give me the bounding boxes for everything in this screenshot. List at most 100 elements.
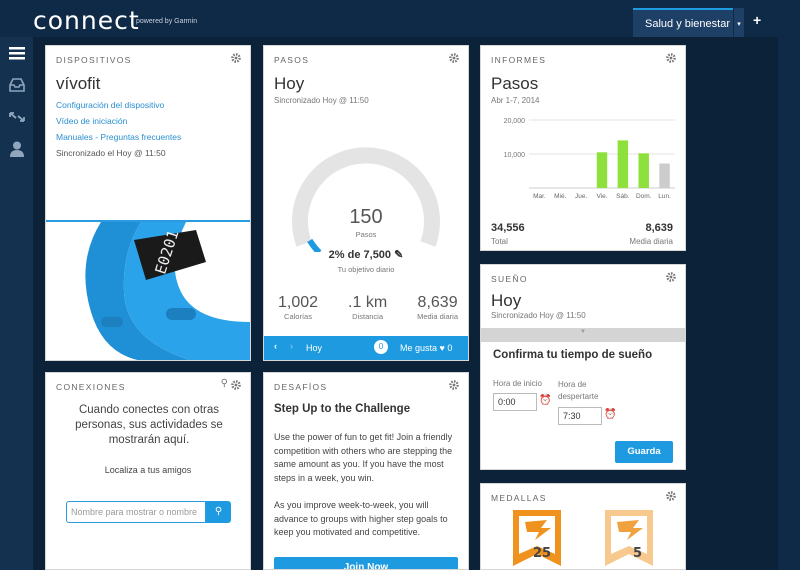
gear-icon[interactable] xyxy=(665,52,677,64)
alarm-clock-icon[interactable]: ⏰ xyxy=(539,395,552,406)
challenge-paragraph-2: As you improve week-to-week, you will ad… xyxy=(274,500,448,537)
menu-icon[interactable] xyxy=(0,39,33,67)
x-tick-label: Jue. xyxy=(575,193,587,200)
steps-goal-text: 2% de 7,500 xyxy=(328,249,392,261)
user-icon[interactable] xyxy=(0,135,33,163)
sleep-collapse-bar[interactable]: ▼ xyxy=(481,328,685,342)
steps-count: 150 xyxy=(349,206,383,228)
gear-icon[interactable] xyxy=(230,52,242,64)
reports-average: 8,639 xyxy=(645,222,673,234)
reports-heading: Pasos xyxy=(491,74,539,93)
card-title: PASOS xyxy=(274,55,310,65)
end-time-label: Hora de despertarte xyxy=(558,380,599,401)
end-time-input[interactable]: 7:30 xyxy=(558,407,602,425)
connect-logo[interactable]: connect xyxy=(33,6,140,35)
right-gutter xyxy=(697,37,778,570)
steps-stats: 1,002 Calorías .1 km Distancia 8,639 Media … xyxy=(278,294,458,321)
sleep-card: SUEÑO Hoy Sincronizado Hoy @ 11:50 ▼ Con… xyxy=(480,264,686,470)
x-tick-label: Mar. xyxy=(533,193,546,200)
manuals-faq-link[interactable]: Manuales - Preguntas frecuentes xyxy=(56,132,182,142)
join-now-button[interactable]: Join Now xyxy=(274,557,458,569)
vivofit-band-image: E0201 xyxy=(46,220,250,360)
start-time-input[interactable]: 0:00 xyxy=(493,393,537,411)
card-title: MEDALLAS xyxy=(491,493,547,503)
steps-day: Hoy xyxy=(274,74,305,93)
challenge-paragraph-1: Use the power of fun to get fit! Join a … xyxy=(274,432,453,483)
friend-search-input[interactable]: Nombre para mostrar o nombre xyxy=(66,501,206,523)
gear-icon[interactable] xyxy=(665,271,677,283)
comments-count-bubble[interactable]: 0 xyxy=(374,340,388,354)
dashboard-canvas: DISPOSITIVOS vívofit Configuración del d… xyxy=(33,37,778,570)
powered-by-text: powered by Garmin xyxy=(136,18,198,25)
save-sleep-button[interactable]: Guarda xyxy=(615,441,673,463)
collapse-arrow-icon[interactable]: ▼ xyxy=(580,329,586,335)
heart-icon: ♥ xyxy=(439,343,445,353)
connections-card: CONEXIONES ⚲ Cuando conectes con otras p… xyxy=(45,372,251,570)
add-tab-button[interactable]: + xyxy=(753,12,762,28)
steps-gauge xyxy=(292,147,440,252)
tab-salud-y-bienestar[interactable]: Salud y bienestar xyxy=(633,8,733,37)
footer-day: Hoy xyxy=(306,343,323,353)
device-name: vívofit xyxy=(56,74,101,93)
steps-footer: ‹ › Hoy 0 Me gusta ♥ 0 xyxy=(264,336,468,360)
gear-icon[interactable] xyxy=(448,379,460,391)
prev-day-arrow-icon[interactable]: ‹ xyxy=(274,341,277,351)
devices-card: DISPOSITIVOS vívofit Configuración del d… xyxy=(45,45,251,361)
reports-range: Abr 1-7, 2014 xyxy=(491,96,540,105)
x-tick-label: Vie. xyxy=(596,193,607,200)
sync-arrows-icon[interactable] xyxy=(0,103,33,131)
steps-synced-text: Sincronizado Hoy @ 11:50 xyxy=(274,96,369,105)
find-friends-label: Localiza a tus amigos xyxy=(104,465,192,475)
tab-dropdown-caret-icon[interactable]: ▾ xyxy=(734,8,744,37)
sidebar xyxy=(0,37,33,570)
y-tick-label: 20,000 xyxy=(504,118,526,125)
y-tick-label: 10,000 xyxy=(504,152,526,159)
gear-icon[interactable] xyxy=(448,52,460,64)
like-button[interactable]: Me gusta ♥ 0 xyxy=(400,343,453,353)
sleep-day: Hoy xyxy=(491,291,522,310)
intro-video-link[interactable]: Vídeo de iniciación xyxy=(56,116,128,126)
bar-Sáb.[interactable] xyxy=(617,140,629,188)
sleep-confirm-heading: Confirma tu tiempo de sueño xyxy=(493,349,653,361)
card-title: DISPOSITIVOS xyxy=(56,55,132,65)
x-tick-label: Dom. xyxy=(636,193,652,200)
search-icon[interactable]: ⚲ xyxy=(220,378,228,389)
steps-goal-row[interactable]: 2% de 7,500 ✎ xyxy=(264,248,468,261)
card-title: DESAFÍOS xyxy=(274,382,328,392)
device-config-link[interactable]: Configuración del dispositivo xyxy=(56,100,165,110)
medals-card: MEDALLAS 25 5 xyxy=(480,483,686,570)
bar-Dom.[interactable] xyxy=(638,153,649,188)
alarm-clock-icon[interactable]: ⏰ xyxy=(604,409,617,420)
gear-icon[interactable] xyxy=(230,379,242,391)
steps-count-label: Pasos xyxy=(355,230,377,239)
card-title: INFORMES xyxy=(491,55,547,65)
next-day-arrow-icon[interactable]: › xyxy=(290,341,293,351)
medal-25-label: 25 xyxy=(533,546,552,561)
device-synced-text: Sincronizado el Hoy @ 11:50 xyxy=(56,148,166,158)
challenge-heading: Step Up to the Challenge xyxy=(274,403,411,415)
reports-average-label: Media diaria xyxy=(629,237,673,246)
stat-calories: 1,002 Calorías xyxy=(278,294,319,321)
x-tick-label: Lun. xyxy=(658,193,671,200)
like-count: 0 xyxy=(447,343,453,353)
card-title: SUEÑO xyxy=(491,274,528,284)
bar-Vie.[interactable] xyxy=(596,152,608,188)
bar-Lun.[interactable] xyxy=(659,163,670,188)
inbox-icon[interactable] xyxy=(0,71,33,99)
gear-icon[interactable] xyxy=(665,490,677,502)
steps-bar-chart[interactable]: 20,000 10,000 Mar. Mié. Jue. Vie. Sáb. Dom. Lun. xyxy=(485,108,681,226)
top-bar: connect powered by Garmin Salud y bienes… xyxy=(0,0,800,37)
medal-25-badge[interactable]: 25 xyxy=(511,510,563,569)
x-tick-label: Sáb. xyxy=(616,193,630,200)
medal-5-label: 5 xyxy=(633,546,643,561)
start-time-label: Hora de inicio xyxy=(493,379,542,388)
friend-search-button[interactable]: ⚲ xyxy=(206,501,231,523)
challenges-card: DESAFÍOS Step Up to the Challenge Use th… xyxy=(263,372,469,570)
sleep-synced-text: Sincronizado Hoy @ 11:50 xyxy=(491,311,586,320)
connections-message: Cuando conectes con otras personas, sus … xyxy=(75,404,223,446)
edit-goal-icon[interactable]: ✎ xyxy=(394,249,404,261)
medal-5-badge[interactable]: 5 xyxy=(603,510,655,569)
stat-daily-average: 8,639 Media diaria xyxy=(417,294,458,321)
reports-total-label: Total xyxy=(491,237,508,246)
stat-distance: .1 km Distancia xyxy=(348,294,388,321)
